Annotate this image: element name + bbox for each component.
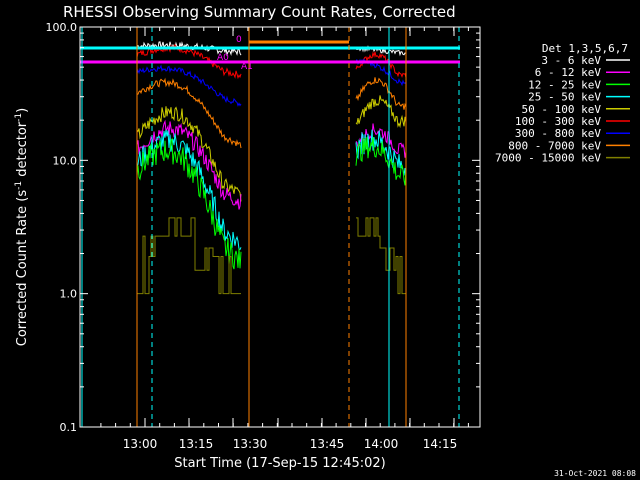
plot-frame: [79, 26, 481, 428]
series-7-line: [356, 58, 407, 87]
series-5-line: [355, 95, 407, 129]
x-tick-label: 13:30: [233, 437, 268, 451]
legend-entry: 300 - 800 keV: [515, 127, 601, 140]
chart-marks: A0 A1 0: [80, 27, 460, 427]
footer-date: 31-Oct-2021 08:08: [554, 469, 636, 478]
legend-entry: 800 - 7000 keV: [508, 139, 601, 152]
y-tick-label: 10.0: [53, 154, 78, 167]
annotation-label: A0: [217, 53, 229, 63]
series-5-line: [136, 106, 242, 202]
legend-entry: 6 - 12 keV: [535, 66, 602, 79]
legend-title: Det 1,3,5,6,7: [542, 42, 628, 55]
series-2-line: [136, 119, 242, 210]
series-3-line: [355, 136, 407, 186]
y-axis: 0.1 1.0 10.0 100.0: [46, 21, 480, 434]
x-tick-label: 14:15: [423, 437, 458, 451]
y-tick-label: 100.0: [46, 21, 78, 34]
annotation-label: A1: [241, 62, 253, 72]
series-7-line: [136, 64, 242, 107]
y-axis-label: Corrected Count Rate (s-1 detector-1): [14, 108, 30, 346]
legend-entry: 7000 - 15000 keV: [495, 152, 601, 165]
x-tick-label: 13:00: [123, 437, 158, 451]
y-tick-label: 0.1: [60, 421, 78, 434]
series-6-line: [136, 43, 242, 80]
series-9-line: [356, 217, 406, 295]
series-3-line: [136, 137, 242, 270]
y-tick-label: 1.0: [60, 288, 78, 301]
x-tick-label: 14:00: [364, 437, 399, 451]
legend-entry: 12 - 25 keV: [528, 78, 601, 91]
legend-entry: 100 - 300 keV: [515, 115, 601, 128]
legend-entry: 25 - 50 keV: [528, 91, 601, 104]
x-tick-label: 13:15: [179, 437, 214, 451]
series-6-line: [355, 51, 407, 78]
series-8-line: [355, 77, 407, 110]
x-tick-label: 13:45: [310, 437, 345, 451]
x-axis: 13:00 13:15 13:30 13:45 14:00 14:15: [100, 27, 469, 451]
legend-entry: 3 - 6 keV: [541, 54, 601, 67]
series-8-line: [136, 77, 242, 149]
x-axis-label: Start Time (17-Sep-15 12:45:02): [174, 456, 385, 471]
annotation-label: 0: [236, 35, 242, 45]
legend-entry: 50 - 100 keV: [522, 103, 602, 116]
series-9-line: [137, 217, 241, 295]
chart-title: RHESSI Observing Summary Count Rates, Co…: [63, 3, 456, 21]
